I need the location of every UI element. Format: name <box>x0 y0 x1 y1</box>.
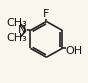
Text: CH₃: CH₃ <box>7 33 27 43</box>
Text: OH: OH <box>66 46 83 56</box>
Text: CH₃: CH₃ <box>7 18 27 28</box>
Text: N: N <box>18 25 27 35</box>
Text: F: F <box>43 9 50 19</box>
